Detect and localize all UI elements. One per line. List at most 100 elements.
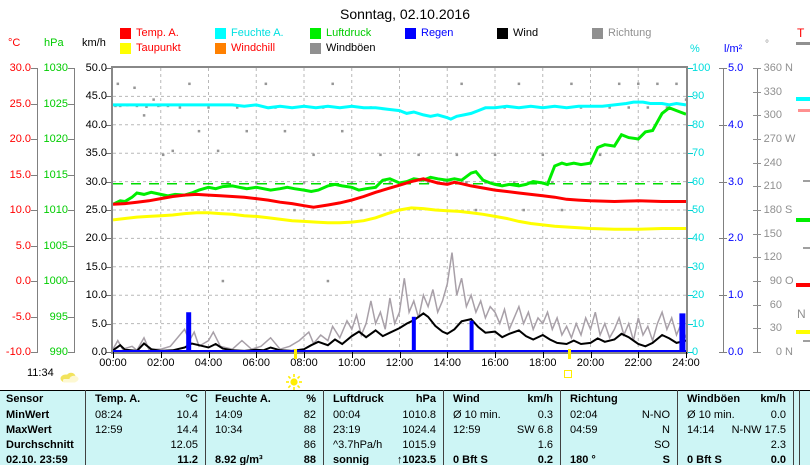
table-cell: Luftdruck hPa (333, 393, 436, 405)
series-richtung-dot (245, 129, 248, 133)
legend-item-richtung: Richtung (592, 27, 651, 39)
axis-tick (753, 163, 761, 164)
cutoff-color-dash (796, 42, 810, 45)
series-richtung-dot (264, 82, 268, 86)
legend-swatch (592, 27, 603, 39)
table-cell: Wind km/h (453, 393, 553, 405)
axis-tick-label: 40.0 (85, 119, 107, 131)
axis-tick (31, 352, 37, 353)
axis-tick (685, 352, 693, 353)
axis-tick (106, 153, 114, 154)
axis-tick (106, 238, 114, 239)
table-cell: SO (654, 439, 670, 451)
axis-tick-label: 3.0 (728, 176, 744, 188)
legend-label: Luftdruck (326, 26, 372, 39)
unit-label-degrees: ° (765, 39, 769, 50)
time-tick (113, 352, 114, 358)
time-tick (447, 352, 448, 358)
axis-tick (753, 234, 761, 235)
series-regen-bar (186, 312, 192, 352)
series-richtung-dot (255, 181, 258, 184)
time-label: 08:00 (290, 357, 318, 369)
axis-tick-label: 30 (692, 261, 705, 273)
series-richtung-dot (541, 153, 545, 157)
axis-tick-label: 360 N (763, 62, 793, 74)
series-richtung-dot (145, 105, 148, 108)
table-row-durchschnitt: Durchschnitt 12.05 86 ^3.7hPa/h 1015.9 1.6 SO 2… (0, 438, 810, 453)
axis-tick (68, 175, 74, 176)
time-tick (304, 352, 305, 358)
series-richtung-dot (627, 106, 630, 109)
series-temp-a--line (113, 177, 686, 209)
legend-item-wind: Wind (497, 27, 538, 39)
table-column-separator (205, 390, 206, 465)
page-title: Sonntag, 02.10.2016 (339, 6, 470, 22)
axis-tick-label: 210 (763, 180, 782, 192)
time-label: 02:00 (146, 357, 175, 369)
axis-tick-label: 15.0 (9, 169, 31, 181)
legend-label: Temp. A. (136, 26, 179, 39)
series-richtung-dot (417, 153, 420, 157)
axis-tick-label: 60 (769, 299, 782, 311)
cutoff-t-label: T (797, 26, 805, 40)
series-richtung-dot (512, 181, 516, 184)
table-row-maxwert: MaxWert 12:59 14.4 10:34 88 23:19 1024.4 12:59 S… (0, 423, 810, 438)
axis-tick-label: 0 (692, 346, 699, 358)
series-richtung-dot (455, 153, 459, 157)
table-cell: Windböen km/h (687, 393, 786, 405)
unit-label-hpa: hPa (44, 37, 64, 49)
axis-tick (68, 210, 74, 211)
axis-tick (106, 324, 114, 325)
time-tick (256, 352, 257, 358)
table-column-separator (85, 390, 86, 465)
axis-tick (685, 96, 693, 97)
table-column-separator (323, 390, 324, 465)
axis-tick (685, 267, 693, 268)
axis-tick-label: 30 (769, 322, 782, 334)
legend-label: Regen (421, 26, 454, 39)
series-richtung-dot (188, 82, 191, 86)
time-label: 24:00 (672, 357, 700, 369)
axis-tick-label: -10.0 (5, 346, 31, 358)
series-richtung-dot (326, 279, 330, 283)
series-richtung-dot (379, 153, 382, 157)
series-richtung-dot (598, 153, 602, 157)
axis-line (74, 68, 75, 353)
axis-tick (68, 104, 74, 105)
axis-tick (685, 182, 693, 183)
row-header-cell: MinWert (6, 409, 50, 421)
table-cell: 00:04 1010.8 (333, 409, 436, 421)
series-richtung-dot (178, 106, 182, 109)
series-richtung-dot (360, 208, 363, 212)
table-column-separator (677, 390, 678, 465)
series-richtung-dot (460, 82, 463, 86)
axis-tick (753, 328, 761, 329)
time-label: 10:00 (337, 357, 366, 369)
time-tick (638, 352, 639, 358)
axis-tick (685, 238, 693, 239)
series-regen-bar (411, 316, 416, 352)
time-tick (209, 352, 210, 358)
axis-tick-label: 1020 (43, 133, 68, 145)
axis-tick (68, 281, 74, 282)
table-cell: 14:09 82 (215, 409, 316, 421)
series-richtung-dot (474, 208, 478, 212)
axis-tick-label: 1.0 (728, 289, 744, 301)
axis-tick-label: 240 (763, 157, 782, 169)
unit-label-percent: % (690, 43, 700, 55)
legend-swatch (215, 27, 226, 39)
axis-tick (753, 210, 761, 211)
legend-item-feuchte-a-: Feuchte A. (215, 27, 284, 39)
series-richtung-dot (197, 129, 201, 133)
row-header-cell: Sensor (6, 393, 44, 405)
axis-tick (68, 139, 74, 140)
axis-tick (685, 153, 693, 154)
time-label: 16:00 (481, 357, 509, 369)
series-richtung-dot (426, 181, 430, 184)
legend-swatch (120, 42, 131, 54)
table-cell: 12:59 14.4 (95, 424, 198, 436)
axis-tick-label: 70 (692, 147, 705, 159)
stats-table: Sensor Temp. A. °C Feuchte A.% Luftdruck hPa W… (0, 390, 810, 465)
